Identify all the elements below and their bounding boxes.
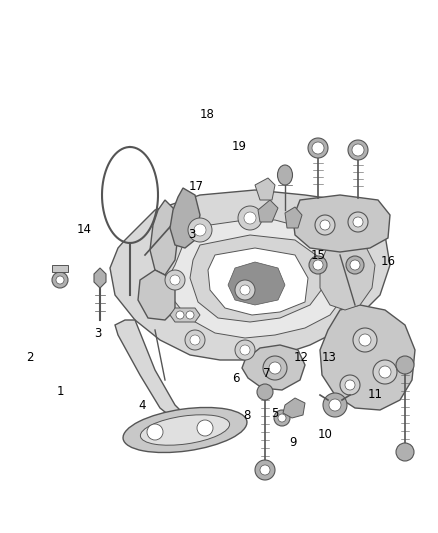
Polygon shape (255, 178, 275, 200)
Circle shape (260, 465, 270, 475)
Polygon shape (228, 262, 285, 305)
Circle shape (188, 218, 212, 242)
Circle shape (396, 356, 414, 374)
Text: 10: 10 (318, 428, 332, 441)
Circle shape (379, 366, 391, 378)
Polygon shape (320, 235, 375, 310)
Text: 9: 9 (289, 436, 297, 449)
Circle shape (257, 384, 273, 400)
Circle shape (147, 424, 163, 440)
Circle shape (340, 375, 360, 395)
Text: 17: 17 (188, 180, 203, 193)
Circle shape (244, 212, 256, 224)
Circle shape (56, 276, 64, 284)
Circle shape (278, 414, 286, 422)
Circle shape (197, 420, 213, 436)
Text: 14: 14 (77, 223, 92, 236)
Circle shape (353, 217, 363, 227)
Polygon shape (283, 398, 305, 418)
Circle shape (165, 270, 185, 290)
Ellipse shape (141, 415, 230, 445)
Text: 19: 19 (232, 140, 247, 153)
Circle shape (350, 260, 360, 270)
Text: 16: 16 (381, 255, 396, 268)
Polygon shape (208, 248, 308, 315)
Circle shape (323, 393, 347, 417)
Polygon shape (258, 200, 278, 222)
Polygon shape (110, 190, 390, 360)
Circle shape (240, 345, 250, 355)
Text: 1: 1 (57, 385, 64, 398)
Text: 3: 3 (94, 327, 102, 340)
Text: 7: 7 (263, 367, 270, 379)
Circle shape (308, 138, 328, 158)
Circle shape (235, 280, 255, 300)
Polygon shape (293, 195, 390, 252)
Polygon shape (320, 305, 415, 410)
Circle shape (176, 311, 184, 319)
Text: 3: 3 (188, 228, 196, 241)
Text: 18: 18 (199, 108, 214, 121)
Ellipse shape (278, 165, 293, 185)
Polygon shape (242, 345, 305, 390)
Circle shape (170, 275, 180, 285)
Circle shape (346, 256, 364, 274)
Circle shape (186, 311, 194, 319)
Circle shape (274, 410, 290, 426)
Circle shape (315, 215, 335, 235)
Circle shape (238, 206, 262, 230)
Circle shape (312, 142, 324, 154)
Text: 11: 11 (368, 388, 383, 401)
Circle shape (373, 360, 397, 384)
Circle shape (190, 335, 200, 345)
Text: 8: 8 (243, 409, 251, 422)
Ellipse shape (123, 407, 247, 453)
Text: 12: 12 (293, 351, 308, 364)
Polygon shape (170, 188, 200, 248)
Circle shape (348, 212, 368, 232)
Text: 5: 5 (272, 407, 279, 419)
Polygon shape (190, 235, 325, 322)
Text: 4: 4 (138, 399, 145, 411)
Polygon shape (52, 265, 68, 272)
Polygon shape (170, 308, 200, 322)
Circle shape (359, 334, 371, 346)
Polygon shape (285, 207, 302, 228)
Circle shape (52, 272, 68, 288)
Circle shape (309, 256, 327, 274)
Circle shape (255, 460, 275, 480)
Polygon shape (150, 200, 178, 275)
Text: 13: 13 (322, 351, 337, 364)
Circle shape (313, 260, 323, 270)
Circle shape (185, 330, 205, 350)
Circle shape (235, 340, 255, 360)
Circle shape (320, 220, 330, 230)
Polygon shape (115, 320, 185, 420)
Text: 2: 2 (26, 351, 34, 364)
Circle shape (263, 356, 287, 380)
Circle shape (329, 399, 341, 411)
Circle shape (396, 443, 414, 461)
Polygon shape (94, 268, 106, 288)
Circle shape (348, 140, 368, 160)
Circle shape (345, 380, 355, 390)
Circle shape (269, 362, 281, 374)
Text: 6: 6 (232, 372, 240, 385)
Polygon shape (168, 220, 345, 338)
Circle shape (352, 144, 364, 156)
Circle shape (240, 285, 250, 295)
Circle shape (353, 328, 377, 352)
Polygon shape (138, 270, 175, 320)
Text: 15: 15 (311, 249, 326, 262)
Circle shape (194, 224, 206, 236)
